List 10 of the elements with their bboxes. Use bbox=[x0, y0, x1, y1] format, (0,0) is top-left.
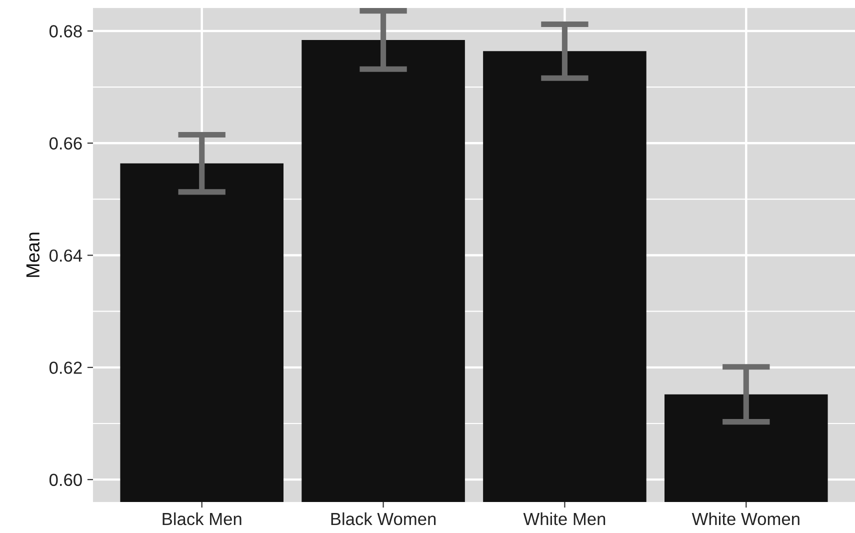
y-axis-title: Mean bbox=[26, 232, 40, 277]
y-tick-label: 0.64 bbox=[49, 249, 82, 262]
y-tick-label: 0.62 bbox=[49, 362, 82, 374]
y-tick-label: 0.60 bbox=[49, 474, 82, 486]
x-tick-label: White Women bbox=[692, 512, 800, 526]
x-tick-label: White Men bbox=[523, 512, 606, 526]
y-tick-label: 0.68 bbox=[49, 25, 82, 38]
x-tick-label: Black Women bbox=[331, 512, 436, 526]
x-tick-label: Black Men bbox=[162, 512, 242, 526]
y-tick-label: 0.66 bbox=[49, 137, 82, 150]
